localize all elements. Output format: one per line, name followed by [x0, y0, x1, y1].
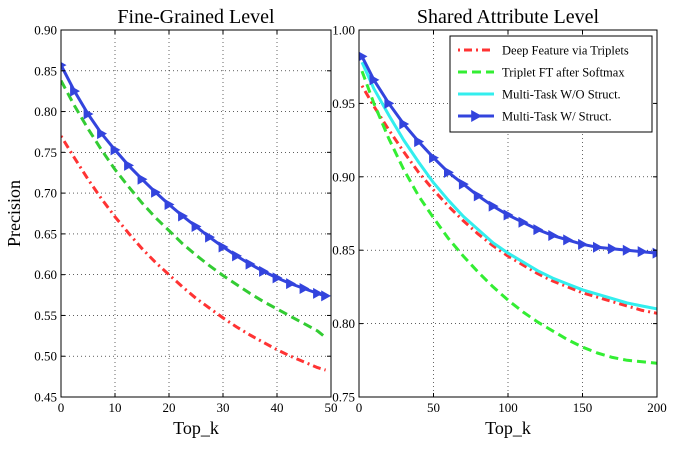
y-tick-label: 0.90: [34, 23, 57, 38]
data-point-multitask_w: [637, 246, 648, 258]
data-point-multitask_w: [286, 278, 296, 290]
data-point-multitask_w: [488, 200, 499, 212]
x-tick-label: 50: [325, 400, 338, 415]
y-tick-label: 0.65: [34, 226, 57, 241]
data-point-multitask_w: [321, 290, 331, 302]
y-tick-label: 0.55: [34, 308, 57, 323]
y-tick-label: 0.85: [332, 243, 355, 258]
data-point-multitask_w: [369, 74, 380, 86]
data-point-multitask_w: [259, 265, 269, 277]
data-point-multitask_w: [178, 210, 188, 222]
y-tick-label: 0.45: [34, 390, 57, 405]
data-point-multitask_w: [593, 241, 603, 253]
x-tick-label: 40: [271, 400, 284, 415]
series-line-multitask_w: [61, 64, 327, 298]
data-point-multitask_w: [70, 85, 80, 97]
legend: Deep Feature via Triplets Triplet FT afte…: [449, 35, 653, 133]
data-point-multitask_w: [563, 234, 574, 246]
chart-title: Shared Attribute Level: [417, 6, 600, 28]
y-tick-label: 0.80: [332, 316, 355, 331]
y-tick-label: 1.00: [332, 23, 355, 38]
x-tick-label: 30: [217, 400, 230, 415]
data-point-multitask_w: [245, 258, 256, 270]
chart-panel-1: 0 10 20 30 40 50 0.45 0.50 0.55 0.60 0.65 0.70 0.75 0…: [4, 6, 338, 438]
x-tick-label: 10: [109, 400, 122, 415]
data-point-multitask_w: [205, 231, 215, 243]
data-point-multitask_w: [652, 247, 657, 259]
y-tick-label: 0.90: [332, 169, 355, 184]
x-tick-label: 50: [427, 400, 440, 415]
chart-title: Fine-Grained Level: [117, 6, 275, 28]
plot-area: [61, 62, 331, 372]
data-point-multitask_w: [97, 128, 107, 140]
data-point-multitask_w: [218, 241, 229, 253]
data-point-multitask_w: [578, 238, 588, 250]
data-point-multitask_w: [444, 166, 454, 178]
data-point-multitask_w: [299, 283, 310, 295]
data-point-multitask_w: [429, 152, 439, 164]
data-point-multitask_w: [272, 272, 283, 284]
data-point-multitask_w: [473, 190, 484, 202]
data-point-multitask_w: [503, 209, 514, 221]
data-point-multitask_w: [124, 159, 134, 171]
data-point-multitask_w: [622, 244, 633, 256]
data-point-multitask_w: [518, 216, 529, 228]
series-line-triplet_ft: [61, 79, 327, 339]
x-axis-label: Top_k: [485, 418, 531, 438]
series-line-triplet_ft: [360, 70, 657, 365]
data-point-multitask_w: [414, 136, 425, 148]
legend-marker-multitask_w: [471, 110, 482, 122]
y-axis-label: Precision: [4, 180, 24, 247]
x-tick-label: 200: [647, 400, 667, 415]
data-point-multitask_w: [164, 199, 175, 211]
y-tick-label: 0.75: [332, 390, 355, 405]
axes-frame: [60, 29, 332, 398]
x-tick-label: 0: [58, 400, 65, 415]
x-axis-label: Top_k: [173, 418, 219, 438]
y-tick-label: 0.50: [34, 349, 57, 364]
data-point-multitask_w: [399, 118, 410, 130]
series-line-deep_feature: [61, 135, 327, 372]
y-tick-label: 0.60: [34, 267, 57, 282]
y-tick-label: 0.85: [34, 63, 57, 78]
legend-label-deep_feature: Deep Feature via Triplets: [502, 44, 629, 58]
legend-label-triplet_ft: Triplet FT after Softmax: [502, 66, 625, 80]
data-point-multitask_w: [458, 178, 469, 190]
y-tick-label: 0.95: [332, 96, 355, 111]
legend-label-multitask_w: Multi-Task W/ Struct.: [502, 110, 612, 124]
x-tick-label: 100: [498, 400, 518, 415]
data-point-multitask_w: [384, 97, 395, 109]
data-point-multitask_w: [137, 173, 148, 185]
data-point-multitask_w: [359, 51, 368, 62]
data-point-multitask_w: [191, 221, 202, 233]
data-point-multitask_w: [548, 230, 559, 242]
data-point-multitask_w: [607, 243, 618, 255]
data-point-multitask_w: [533, 224, 544, 236]
chart-panel-2: 0 50 100 150 200 0.75 0.80 0.85 0.90 0.95 1.00 Shar…: [332, 6, 667, 438]
plot-area: [359, 51, 657, 365]
series-line-multitask_wo: [360, 61, 657, 311]
data-point-multitask_w: [232, 250, 242, 262]
x-tick-label: 0: [356, 400, 363, 415]
x-tick-label: 20: [163, 400, 176, 415]
legend-label-multitask_wo: Multi-Task W/O Struct.: [502, 88, 621, 102]
x-tick-label: 150: [573, 400, 593, 415]
data-point-multitask_w: [313, 287, 323, 299]
y-tick-label: 0.80: [34, 104, 57, 119]
y-tick-label: 0.70: [34, 186, 57, 201]
data-point-multitask_w: [83, 108, 94, 120]
data-point-multitask_w: [151, 186, 161, 198]
data-point-multitask_w: [110, 144, 121, 156]
y-tick-label: 0.75: [34, 145, 57, 160]
series-line-deep_feature: [360, 85, 657, 315]
data-point-multitask_w: [61, 62, 67, 69]
